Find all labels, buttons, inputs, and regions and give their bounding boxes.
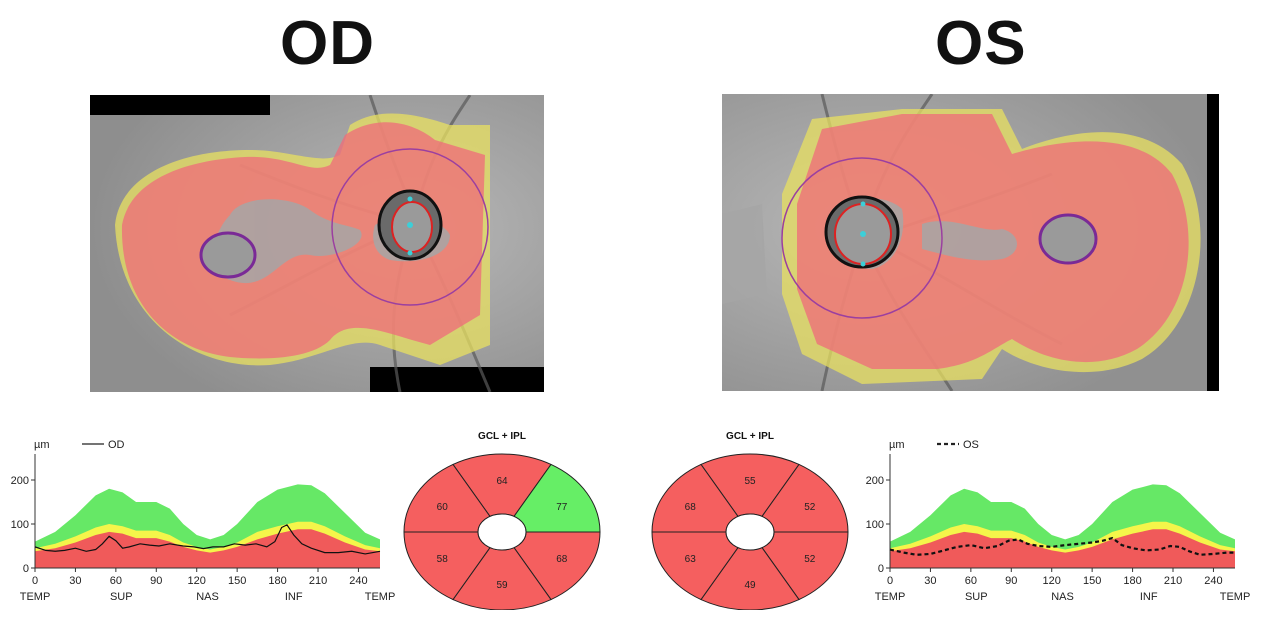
y-tick-label: 100 (866, 519, 884, 531)
ticks: 0 100 200 0 30 60 90 120 150 180 210 240 (866, 475, 1223, 587)
os-scan-circle (781, 157, 943, 319)
region-label: TEMP (20, 591, 51, 603)
sector-value-inferior: 59 (496, 580, 508, 591)
x-tick-label: 90 (150, 575, 162, 587)
sector-value-superotemporal: 52 (804, 502, 816, 513)
x-tick-label: 120 (1043, 575, 1061, 587)
region-label: TEMP (1220, 591, 1251, 603)
sector-value-inferior: 49 (744, 580, 756, 591)
x-tick-label: 0 (887, 575, 893, 587)
x-tick-label: 210 (1164, 575, 1182, 587)
x-tick-label: 180 (268, 575, 286, 587)
region-label: SUP (110, 591, 133, 603)
x-tick-label: 150 (228, 575, 246, 587)
od-deviation-map (90, 95, 544, 392)
sector-value-inferonasal: 63 (685, 554, 697, 565)
x-tick-label: 120 (188, 575, 206, 587)
abnormal-band-red (890, 529, 1235, 568)
region-labels: TEMP SUP NAS INF TEMP (20, 591, 396, 603)
x-tick-label: 180 (1123, 575, 1141, 587)
od-title: OD (280, 9, 375, 78)
y-tick-label: 100 (11, 519, 29, 531)
os-deviation-map (722, 94, 1219, 391)
region-label: TEMP (365, 591, 396, 603)
sector-value-superonasal: 68 (685, 502, 697, 513)
region-label: TEMP (875, 591, 906, 603)
sector-center-hole (725, 513, 775, 551)
legend-label: OS (963, 439, 979, 451)
x-tick-label: 90 (1005, 575, 1017, 587)
legend-label: OD (108, 439, 125, 451)
region-label: INF (285, 591, 303, 603)
abnormal-band-red (35, 529, 380, 568)
region-labels: TEMP SUP NAS INF TEMP (875, 591, 1251, 603)
axes (889, 454, 1235, 569)
region-label: SUP (965, 591, 988, 603)
os-title: OS (935, 9, 1027, 78)
sector-value-superonasal: 77 (556, 502, 568, 513)
normal-bands (890, 484, 1235, 568)
x-tick-label: 60 (110, 575, 122, 587)
x-tick-label: 150 (1083, 575, 1101, 587)
sector-title: GCL + IPL (478, 431, 526, 442)
region-label: INF (1140, 591, 1158, 603)
ticks: 0 100 200 0 30 60 90 120 150 180 210 240 (11, 475, 368, 587)
sector-value-inferonasal: 68 (556, 554, 568, 565)
y-tick-label: 0 (878, 563, 884, 575)
od-fovea-circle (199, 231, 257, 279)
sector-value-superior: 64 (496, 476, 508, 487)
x-tick-label: 0 (32, 575, 38, 587)
x-tick-label: 210 (309, 575, 327, 587)
od-tsnit-plot: µm OD 0 100 200 0 30 60 90 120 150 180 210 240 TEMP… (11, 439, 396, 603)
region-label: NAS (1051, 591, 1074, 603)
os-tsnit-plot: µm OS 0 100 200 0 30 60 90 120 150 180 210 240 TEMP… (866, 439, 1251, 603)
unit-label: µm (34, 439, 50, 451)
measured-thickness-line (889, 536, 1235, 556)
region-label: NAS (196, 591, 219, 603)
normal-bands (35, 484, 380, 568)
od-gcl-ipl-sector-map: GCL + IPL 64 77 68 59 58 60 (403, 431, 601, 610)
sector-value-superior: 55 (744, 476, 756, 487)
sector-value-superotemporal: 60 (437, 502, 449, 513)
x-tick-label: 60 (965, 575, 977, 587)
sector-title: GCL + IPL (726, 431, 774, 442)
x-tick-label: 240 (349, 575, 367, 587)
x-tick-label: 240 (1204, 575, 1222, 587)
axes (34, 454, 380, 569)
sector-center-hole (477, 513, 527, 551)
y-tick-label: 200 (866, 475, 884, 487)
y-tick-label: 0 (23, 563, 29, 575)
measured-thickness-line (34, 524, 381, 555)
os-gcl-ipl-sector-map: GCL + IPL 55 52 52 49 63 68 (651, 431, 849, 610)
os-fovea-circle (1038, 213, 1098, 265)
sector-value-inferotemporal: 58 (437, 554, 449, 565)
od-scan-circle (331, 148, 489, 306)
y-tick-label: 200 (11, 475, 29, 487)
os-disc-center (860, 231, 866, 237)
sector-value-inferotemporal: 52 (804, 554, 816, 565)
x-tick-label: 30 (924, 575, 936, 587)
x-tick-label: 30 (69, 575, 81, 587)
od-disc-center (407, 222, 413, 228)
unit-label: µm (889, 439, 905, 451)
